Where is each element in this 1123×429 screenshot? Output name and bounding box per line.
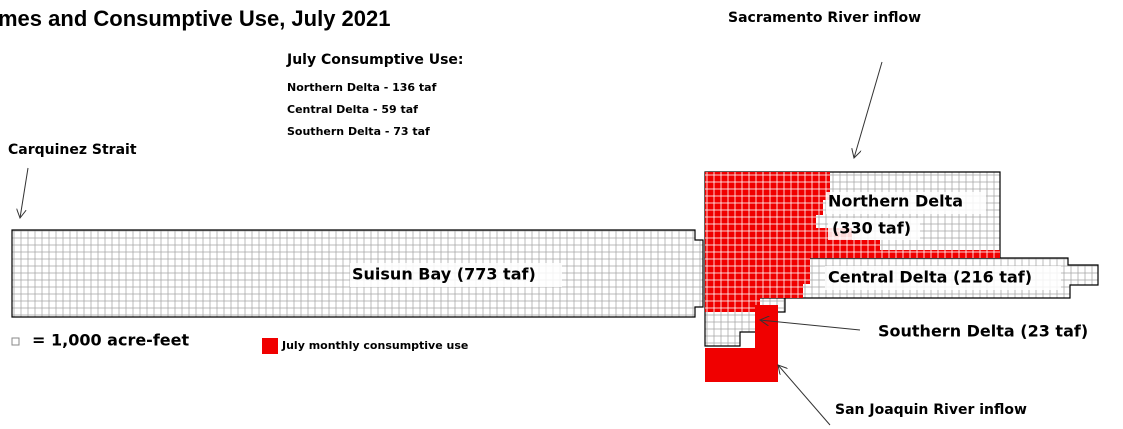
label-bg (826, 192, 986, 214)
central-label: Central Delta (216 taf) (828, 268, 1032, 287)
san-joaquin-use (705, 348, 778, 382)
legend-square (11, 337, 20, 346)
central-use (705, 258, 810, 298)
label-bg (350, 263, 562, 287)
arrow (854, 61, 883, 158)
title: mes and Consumptive Use, July 2021 (0, 6, 391, 31)
southern-use (705, 298, 760, 312)
northern-label: Northern Delta (828, 192, 963, 211)
suisun-label: Suisun Bay (773 taf) (352, 265, 536, 284)
arrow (760, 320, 861, 331)
label-bg (828, 218, 920, 240)
legend-red-label: July monthly consumptive use (281, 339, 468, 352)
southern-label: Southern Delta (23 taf) (878, 322, 1088, 341)
northern-volume: (330 taf) (832, 219, 911, 238)
cu-line: Southern Delta - 73 taf (287, 125, 430, 138)
cu-line: Northern Delta - 136 taf (287, 81, 437, 94)
san-joaquin-label: San Joaquin River inflow (835, 402, 1027, 418)
san-joaquin-use (755, 305, 778, 348)
legend-square-label: = 1,000 acre-feet (32, 331, 189, 350)
arrow (20, 167, 29, 218)
northern-use (705, 172, 1000, 258)
legend-red (262, 338, 278, 354)
arrow (778, 365, 831, 426)
label-bg (825, 266, 1061, 290)
cu-line: Central Delta - 59 taf (287, 103, 418, 116)
carquinez-label: Carquinez Strait (8, 142, 137, 158)
cu-heading: July Consumptive Use: (286, 52, 464, 68)
sacramento-label: Sacramento River inflow (728, 10, 921, 26)
